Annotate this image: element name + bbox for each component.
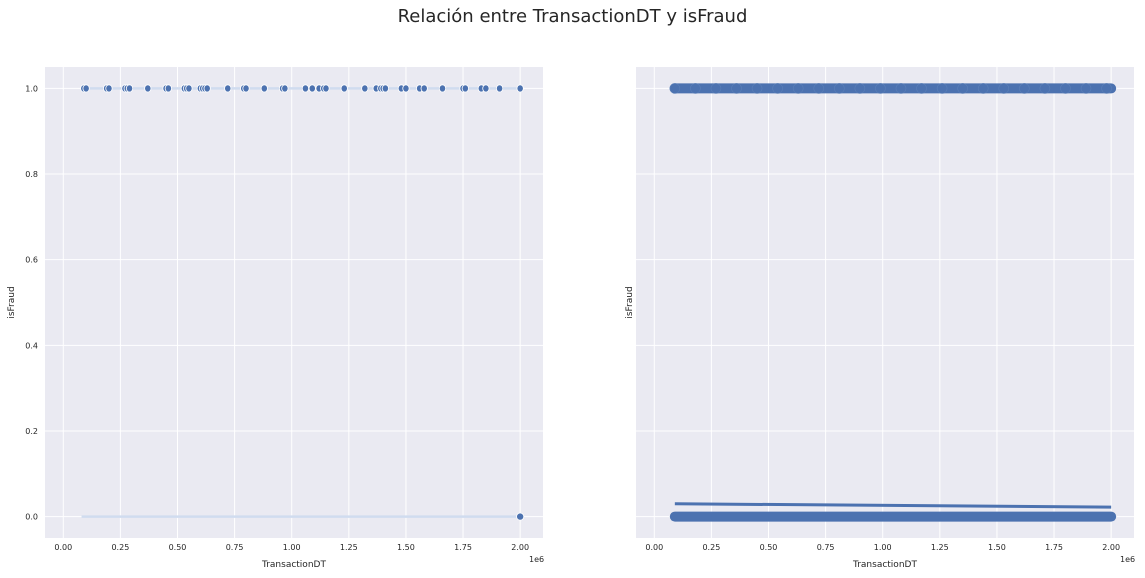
data-point-fraud — [420, 84, 428, 93]
data-point-fraud — [710, 83, 722, 94]
data-point-fraud — [144, 84, 152, 93]
data-point-fraud — [308, 84, 316, 93]
plot-area — [636, 67, 1134, 538]
x-tick-label: 1.00 — [874, 543, 892, 552]
data-point-fraud — [495, 84, 504, 93]
left-scatter-panel: 0.00 0.25 0.50 0.75 1.00 1.25 1.50 1.75 2.00 0.0 0… — [7, 67, 544, 570]
y-tick-label: 1.0 — [25, 84, 38, 93]
plot-area — [45, 67, 543, 538]
y-tick-label: 0.4 — [25, 341, 38, 350]
regression-line — [674, 502, 1112, 509]
data-point-fraud — [105, 84, 113, 93]
x-axis-label: TransactionDT — [261, 560, 326, 570]
x-tick-label: 0.00 — [54, 543, 72, 552]
x-tick-label: 1.25 — [931, 543, 949, 552]
x-tick-label: 0.75 — [226, 543, 244, 552]
data-point-fraud — [875, 83, 886, 94]
y-tick-label: 0.6 — [25, 256, 38, 265]
data-point-fraud — [1101, 83, 1112, 94]
data-point-fraud — [322, 84, 330, 93]
data-point-fraud — [361, 84, 369, 93]
x-tick-label: 0.00 — [645, 543, 663, 552]
x-tick-label: 1.75 — [454, 543, 472, 552]
data-point-fraud — [301, 84, 310, 93]
y-tick-label: 0.8 — [25, 170, 38, 179]
data-point-fraud — [1019, 83, 1030, 94]
data-point-fraud — [438, 84, 447, 93]
x-tick-label: 1.75 — [1045, 543, 1063, 552]
data-point-fraud — [516, 84, 524, 93]
data-point-fraud — [998, 83, 1010, 94]
data-point-fraud — [381, 84, 389, 93]
x-tick-label: 0.25 — [111, 543, 129, 552]
data-point-fraud — [690, 83, 701, 94]
y-axis-label: isFraud — [625, 286, 635, 318]
x-tick-label: 0.25 — [702, 543, 720, 552]
data-point-fraud — [1039, 83, 1051, 94]
data-point-fraud — [751, 83, 763, 94]
x-offset-label: 1e6 — [529, 555, 544, 564]
x-tick-label: 0.50 — [169, 543, 187, 552]
data-point-fraud — [224, 84, 232, 93]
x-tick-label: 2.00 — [1102, 543, 1120, 552]
data-point-fraud — [461, 84, 469, 93]
right-regression-panel: 0.00 0.25 0.50 0.75 1.00 1.25 1.50 1.75 2.00 Tran… — [625, 67, 1135, 570]
data-point-nonfraud — [516, 512, 525, 521]
y-tick-label: 0.0 — [25, 513, 38, 522]
data-point-fraud — [731, 83, 742, 94]
data-point-fraud — [957, 83, 968, 94]
x-offset-label: 1e6 — [1120, 555, 1135, 564]
data-point-fraud — [340, 84, 348, 93]
data-point-fraud — [936, 83, 948, 94]
x-axis-label: TransactionDT — [852, 560, 917, 570]
data-point-fraud — [792, 83, 804, 94]
data-point-fraud — [1060, 83, 1071, 94]
y-axis-label: isFraud — [7, 286, 17, 318]
data-point-fraud — [82, 84, 90, 93]
data-point-fraud — [834, 83, 845, 94]
data-point-fraud — [125, 84, 134, 93]
data-point-fraud — [185, 84, 193, 93]
data-point-fraud — [482, 84, 490, 93]
data-point-fraud — [1080, 83, 1092, 94]
data-point-fraud — [669, 83, 681, 94]
data-point-fraud — [977, 83, 989, 94]
x-tick-label: 1.25 — [340, 543, 358, 552]
x-tick-label: 1.00 — [283, 543, 301, 552]
figure-title: Relación entre TransactionDT y isFraud — [397, 6, 748, 27]
x-tick-label: 0.75 — [817, 543, 835, 552]
x-tick-label: 1.50 — [988, 543, 1006, 552]
data-point-fraud — [813, 83, 825, 94]
data-point-fraud — [772, 83, 783, 94]
data-point-fraud — [854, 83, 866, 94]
x-tick-label: 1.50 — [397, 543, 415, 552]
x-tick-label: 2.00 — [511, 543, 529, 552]
data-point-fraud — [916, 83, 927, 94]
data-point-fraud — [203, 84, 211, 93]
data-point-fraud — [402, 84, 410, 93]
data-point-fraud — [164, 84, 172, 93]
data-point-fraud — [260, 84, 268, 93]
data-point-fraud — [281, 84, 289, 93]
data-point-fraud — [895, 83, 907, 94]
data-point-fraud — [242, 84, 250, 93]
x-tick-label: 0.50 — [760, 543, 778, 552]
y-tick-label: 0.2 — [25, 427, 38, 436]
